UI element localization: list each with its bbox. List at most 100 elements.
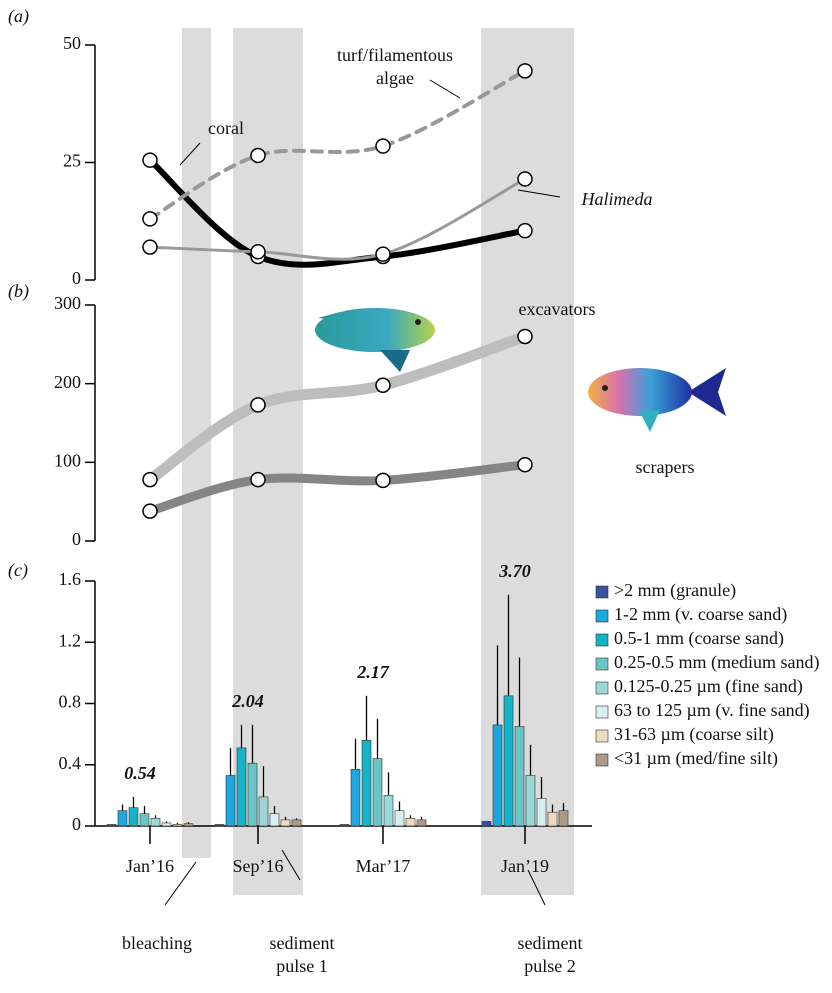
data-point bbox=[142, 152, 158, 168]
bar bbox=[383, 795, 394, 827]
annotation: sediment pulse 2 bbox=[517, 933, 583, 976]
y-tick-label: 200 bbox=[54, 372, 81, 392]
data-point bbox=[250, 471, 266, 488]
total-label: 2.17 bbox=[356, 662, 390, 682]
series-label: turf/filamentous algae bbox=[337, 45, 453, 88]
leader bbox=[429, 79, 461, 99]
legend-swatch bbox=[595, 681, 609, 695]
data-point bbox=[250, 244, 266, 260]
x-tick-label: Jan’16 bbox=[126, 856, 174, 876]
annotation: bleaching bbox=[122, 933, 192, 953]
bar bbox=[558, 810, 569, 827]
data-point bbox=[375, 377, 391, 393]
bar bbox=[514, 726, 525, 827]
data-point bbox=[250, 147, 266, 164]
y-tick-label: 1.6 bbox=[59, 569, 82, 589]
bar bbox=[106, 824, 117, 827]
bar bbox=[291, 819, 302, 827]
bar bbox=[525, 775, 536, 827]
legend-label: 0.5-1 mm (coarse sand) bbox=[614, 628, 784, 649]
data-point bbox=[142, 211, 158, 227]
y-tick-label: 0 bbox=[72, 268, 81, 288]
bar bbox=[280, 819, 291, 827]
bar bbox=[150, 818, 161, 827]
data-point bbox=[517, 456, 533, 473]
total-label: 3.70 bbox=[498, 561, 531, 581]
bar bbox=[547, 811, 558, 827]
data-point bbox=[142, 471, 158, 488]
series-line bbox=[144, 330, 531, 486]
annotation: sediment pulse 1 bbox=[269, 933, 335, 976]
series-label: coral bbox=[208, 118, 244, 138]
bar bbox=[225, 775, 236, 827]
bar bbox=[117, 810, 128, 827]
bar bbox=[492, 724, 503, 827]
series-label: scrapers bbox=[635, 457, 695, 477]
series-label: Halimeda bbox=[581, 189, 653, 209]
total-label: 2.04 bbox=[231, 691, 264, 711]
data-point bbox=[142, 239, 158, 255]
legend-label: 0.125-0.25 µm (fine sand) bbox=[614, 676, 803, 697]
y-tick-label: 0.8 bbox=[59, 692, 82, 712]
bar bbox=[394, 810, 405, 827]
legend-label: 31-63 µm (coarse silt) bbox=[614, 724, 774, 745]
series-line bbox=[148, 177, 527, 261]
data-point bbox=[517, 328, 533, 345]
bar bbox=[536, 798, 547, 827]
data-point bbox=[375, 246, 391, 262]
bar bbox=[214, 824, 225, 827]
data-point bbox=[250, 397, 266, 413]
leader bbox=[281, 849, 301, 881]
bar bbox=[139, 813, 150, 827]
bar bbox=[481, 821, 492, 827]
bar bbox=[503, 695, 514, 827]
panel-label: (c) bbox=[8, 560, 28, 581]
bar bbox=[372, 758, 383, 827]
legend-label: 1-2 mm (v. coarse sand) bbox=[614, 604, 787, 625]
bar bbox=[161, 822, 172, 827]
leader bbox=[164, 861, 197, 906]
bar bbox=[269, 813, 280, 827]
legend-swatch bbox=[595, 585, 609, 599]
data-point bbox=[142, 503, 158, 519]
y-tick-label: 25 bbox=[63, 151, 81, 171]
panel-label: (a) bbox=[8, 6, 29, 27]
total-label: 0.54 bbox=[124, 763, 156, 783]
bar bbox=[258, 796, 269, 827]
legend-label: >2 mm (granule) bbox=[614, 580, 736, 601]
bar bbox=[172, 824, 183, 827]
x-tick-label: Mar’17 bbox=[356, 856, 411, 876]
panel-label: (b) bbox=[8, 281, 29, 302]
fish-scraper bbox=[588, 368, 726, 432]
leader bbox=[517, 189, 561, 198]
legend-label: 0.25-0.5 mm (medium sand) bbox=[614, 652, 819, 673]
y-tick-label: 100 bbox=[54, 450, 81, 470]
x-tick-label: Sep’16 bbox=[233, 856, 284, 876]
legend-label: <31 µm (med/fine silt) bbox=[614, 748, 778, 769]
leader bbox=[527, 869, 546, 906]
series-label: excavators bbox=[518, 299, 596, 319]
bar bbox=[350, 769, 361, 827]
bar bbox=[405, 818, 416, 827]
bar bbox=[128, 807, 139, 827]
data-point bbox=[375, 472, 391, 489]
bar bbox=[416, 819, 427, 827]
legend-swatch bbox=[595, 705, 609, 719]
legend-swatch bbox=[595, 657, 609, 671]
bar bbox=[236, 747, 247, 827]
legend-label: 63 to 125 µm (v. fine sand) bbox=[614, 700, 810, 721]
y-tick-label: 300 bbox=[54, 293, 81, 313]
bar bbox=[361, 739, 372, 827]
bar bbox=[339, 824, 350, 827]
data-point bbox=[375, 138, 391, 154]
data-point bbox=[517, 63, 533, 79]
y-tick-label: 0 bbox=[72, 529, 81, 549]
legend-swatch bbox=[595, 633, 609, 647]
leader bbox=[179, 142, 201, 166]
y-tick-label: 50 bbox=[63, 33, 81, 53]
series-line bbox=[145, 460, 530, 516]
fish-excavator bbox=[315, 308, 435, 372]
series-line bbox=[148, 68, 527, 221]
